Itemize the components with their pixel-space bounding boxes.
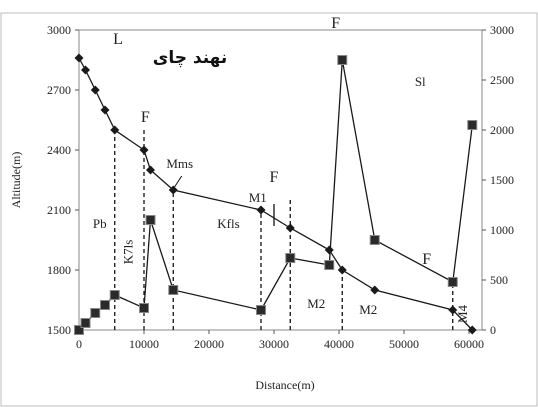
altitude-point xyxy=(81,65,90,75)
x-tick-label: 40000 xyxy=(324,337,354,351)
relief-point xyxy=(337,55,348,65)
right-y-tick-label: 0 xyxy=(490,323,496,337)
relief-point xyxy=(100,300,110,310)
altitude-point xyxy=(256,205,266,215)
altitude-point xyxy=(467,325,477,335)
relief-point xyxy=(109,290,120,300)
altitude-point xyxy=(139,145,149,155)
annotation-label: Mms xyxy=(166,156,193,171)
annotation-label: F xyxy=(141,109,150,126)
altitude-point xyxy=(370,285,380,295)
altitude-point xyxy=(146,165,155,175)
left-y-tick-label: 2400 xyxy=(47,143,71,157)
annotation-label-rotated: M4 xyxy=(455,304,470,323)
x-tick-label: 60000 xyxy=(454,337,484,351)
altitude-point xyxy=(74,53,84,63)
x-tick-label: 50000 xyxy=(389,337,419,351)
right-y-tick-label: 2000 xyxy=(490,123,514,137)
x-tick-label: 30000 xyxy=(259,337,289,351)
annotation-leader-line xyxy=(174,175,183,188)
series-group xyxy=(74,53,478,335)
left-y-axis-title: Altitude(m) xyxy=(9,152,23,209)
right-y-tick-label: 500 xyxy=(490,273,508,287)
chart-frame xyxy=(0,12,538,407)
altitude-point xyxy=(448,305,458,315)
altitude-point xyxy=(110,125,120,135)
annotation-label: M2 xyxy=(307,296,325,311)
relief-point xyxy=(467,120,478,130)
relief-point xyxy=(90,308,101,318)
altitude-point xyxy=(168,185,178,195)
relief-point xyxy=(74,325,84,335)
relief-point xyxy=(80,318,91,328)
relief-point xyxy=(168,285,179,295)
annotation-label: F xyxy=(270,169,279,186)
relief-point xyxy=(285,253,296,263)
annotation-label: Pb xyxy=(93,216,107,231)
annotation-label: F xyxy=(422,251,431,268)
relief-point xyxy=(139,303,149,313)
annotation-label: M2 xyxy=(359,302,377,317)
altitude-point xyxy=(100,105,110,115)
series-line-diamond xyxy=(78,57,473,331)
right-y-tick-label: 2500 xyxy=(490,73,514,87)
boundary-lines xyxy=(114,130,454,330)
x-tick-label: 10000 xyxy=(129,337,159,351)
altitude-point xyxy=(337,265,347,275)
altitude-point xyxy=(324,245,334,255)
altitude-point xyxy=(285,223,295,233)
left-y-axis-ticks: 1500 1800 2100 2400 2700 3000 xyxy=(47,23,79,337)
x-tick-label: 0 xyxy=(76,337,82,351)
x-axis-title: Distance(m) xyxy=(255,378,314,392)
annotation-label: Sl xyxy=(415,74,426,89)
left-y-tick-label: 1500 xyxy=(47,323,71,337)
relief-point xyxy=(447,277,458,287)
left-y-tick-label: 3000 xyxy=(47,23,71,37)
series-line-square xyxy=(78,59,473,331)
right-y-axis-ticks: 0 500 1000 1500 2000 2500 3000 xyxy=(482,23,514,337)
relief-point xyxy=(256,305,266,315)
annotation-label: Kfls xyxy=(217,216,239,231)
relief-point xyxy=(324,260,335,270)
annotation-label: L xyxy=(113,31,123,48)
relief-point xyxy=(369,235,380,245)
relief-point xyxy=(145,215,156,225)
right-y-tick-label: 1500 xyxy=(490,173,514,187)
left-y-tick-label: 2100 xyxy=(47,203,71,217)
annotation-label-rotated: K7ls xyxy=(120,240,135,265)
left-y-tick-label: 2700 xyxy=(47,83,71,97)
x-tick-label: 20000 xyxy=(194,337,224,351)
x-axis-ticks: 0 10000 20000 30000 40000 50000 60000 xyxy=(76,330,484,351)
annotation-label: F xyxy=(331,15,340,32)
chart-title: نهند چاى xyxy=(153,48,228,68)
right-y-tick-label: 3000 xyxy=(490,23,514,37)
annotation-label: M1 xyxy=(249,190,267,205)
right-y-tick-label: 1000 xyxy=(490,223,514,237)
left-y-tick-label: 1800 xyxy=(47,263,71,277)
altitude-point xyxy=(90,85,100,95)
